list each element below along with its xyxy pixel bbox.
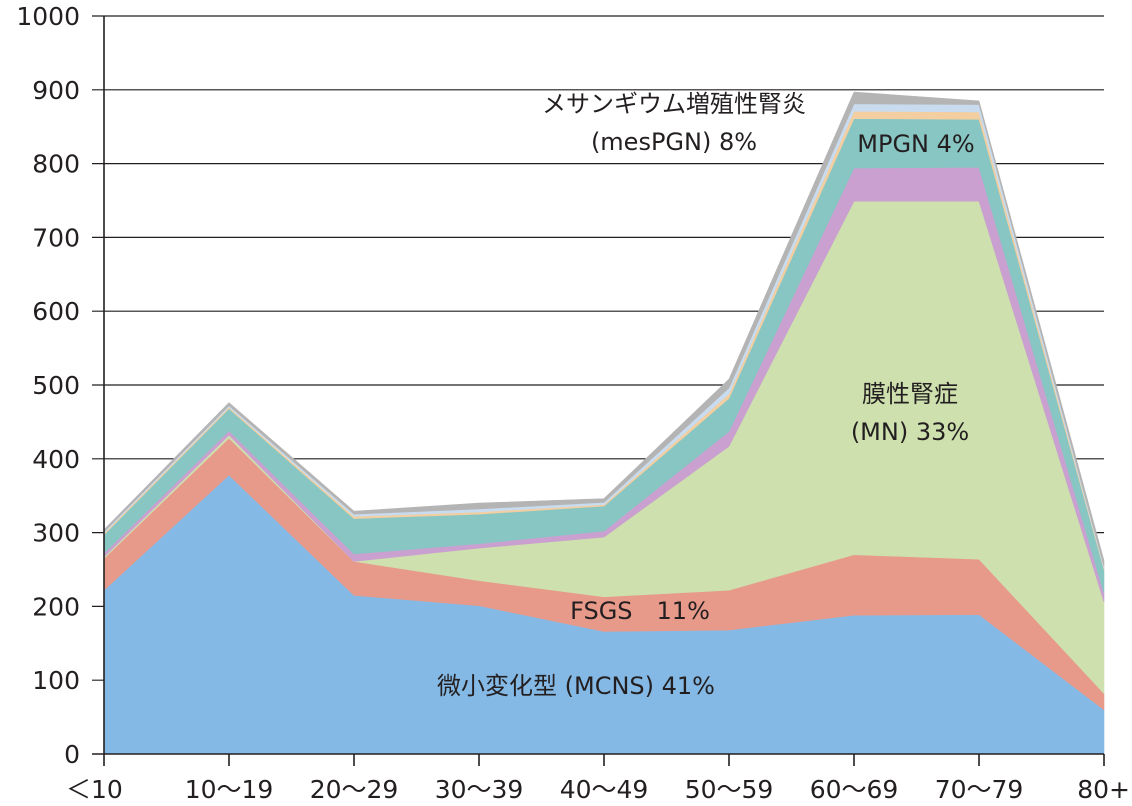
y-tick-label: 1000 <box>16 2 80 31</box>
x-tick-label: 80+ <box>1077 775 1130 804</box>
y-tick-label: 900 <box>32 76 80 105</box>
annotation-label: 微小変化型 (MCNS) 41% <box>437 672 715 700</box>
annotation-label: (MN) 33% <box>851 418 969 446</box>
x-tick-label: ＜10 <box>66 775 123 804</box>
y-tick-label: 300 <box>32 519 80 548</box>
y-tick-label: 400 <box>32 445 80 474</box>
y-tick-label: 500 <box>32 371 80 400</box>
y-tick-label: 200 <box>32 592 80 621</box>
y-tick-label: 700 <box>32 223 80 252</box>
x-tick-label: 70～79 <box>935 775 1024 804</box>
annotation-label: FSGS 11% <box>570 597 710 625</box>
annotations: メサンギウム増殖性腎炎 (mesPGN) 8% MPGN 4% 膜性腎症 (MN) 33… <box>437 90 975 700</box>
x-tick-label: 20～29 <box>310 775 399 804</box>
axes <box>92 16 1105 766</box>
annotation-label: メサンギウム増殖性腎炎 <box>542 90 806 118</box>
x-tick-labels: ＜10 10～19 20～29 30～39 40～49 50～59 60～69 70～79 80… <box>66 775 1130 804</box>
x-tick-label: 60～69 <box>810 775 899 804</box>
y-tick-label: 600 <box>32 297 80 326</box>
annotation-label: MPGN 4% <box>857 130 974 158</box>
y-tick-label: 100 <box>32 666 80 695</box>
y-tick-label: 0 <box>64 740 80 769</box>
annotation-label: 膜性腎症 <box>862 380 958 408</box>
annotation-label: (mesPGN) 8% <box>591 128 757 156</box>
area-series-7 <box>103 91 1105 567</box>
x-tick-label: 50～59 <box>685 775 774 804</box>
y-tick-labels: 0 100 200 300 400 500 600 700 800 900 1000 <box>16 2 80 769</box>
x-tick-label: 10～19 <box>185 775 274 804</box>
x-tick-label: 40～49 <box>560 775 649 804</box>
y-tick-label: 800 <box>32 150 80 179</box>
x-tick-label: 30～39 <box>435 775 524 804</box>
